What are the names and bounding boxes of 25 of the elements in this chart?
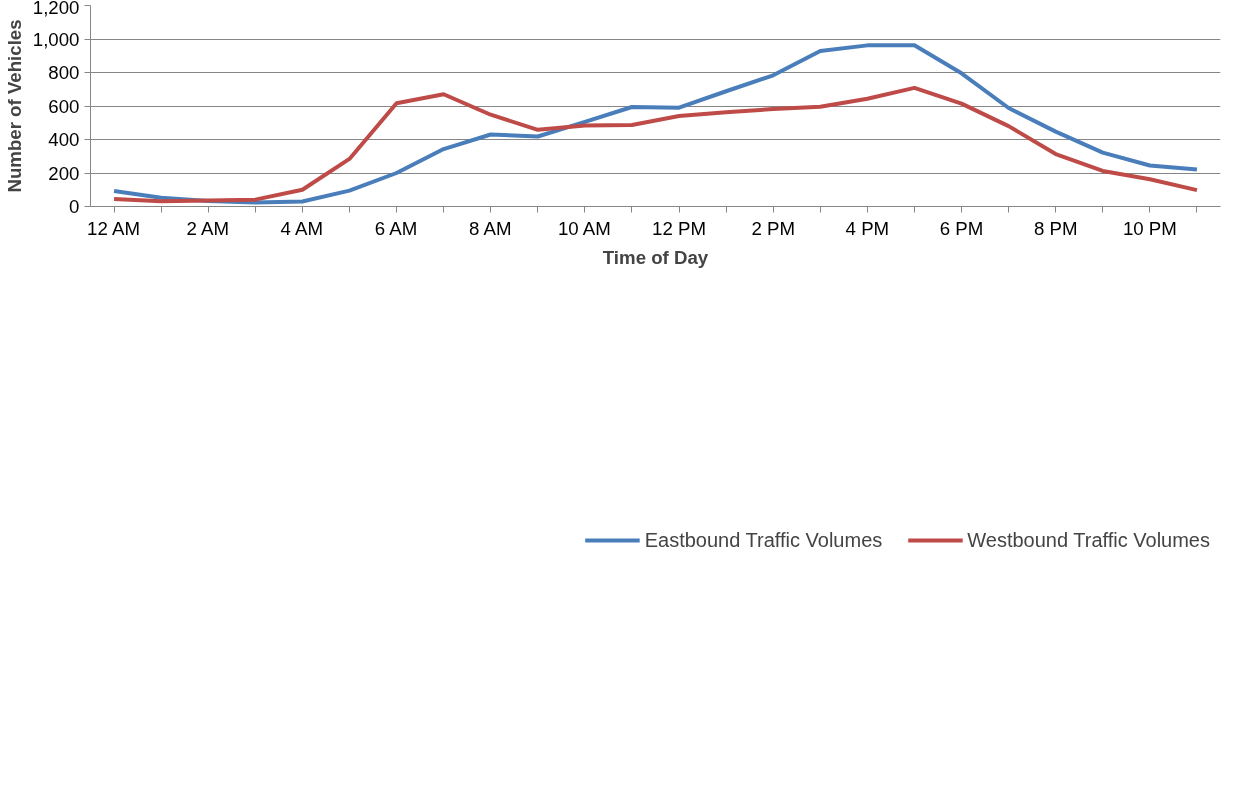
y-tick-label: 200 [48,162,80,184]
x-tick-label: 4 AM [280,217,324,239]
x-tick-label: 6 AM [374,217,418,239]
x-tick-label: 10 AM [557,217,611,239]
x-tick-label: 2 AM [186,217,229,239]
x-axis-title: Time of Day [602,246,709,268]
x-tick-label: 8 PM [1033,217,1078,239]
x-tick-label: 4 PM [845,217,890,239]
legend-label: Westbound Traffic Volumes [967,528,1210,552]
x-tick-label: 6 PM [939,217,984,239]
x-tick-label: 2 PM [751,217,795,239]
line-series [112,43,1199,205]
line-series [112,85,1199,204]
y-tick-label: 600 [48,95,80,117]
y-axis-title: Number of Vehicles [3,19,25,193]
y-tick-label: 400 [48,129,80,150]
x-tick-label: 12 AM [87,217,140,239]
y-tick-label: 1,000 [32,28,80,50]
y-tick-label: 0 [69,196,80,217]
y-tick-label: 1,200 [32,0,80,18]
legend-label: Eastbound Traffic Volumes [644,528,883,552]
x-tick-label: 12 PM [652,217,706,239]
x-tick-label: 10 PM [1122,217,1177,239]
x-tick-label: 8 AM [468,217,512,239]
y-tick-label: 800 [48,62,80,83]
